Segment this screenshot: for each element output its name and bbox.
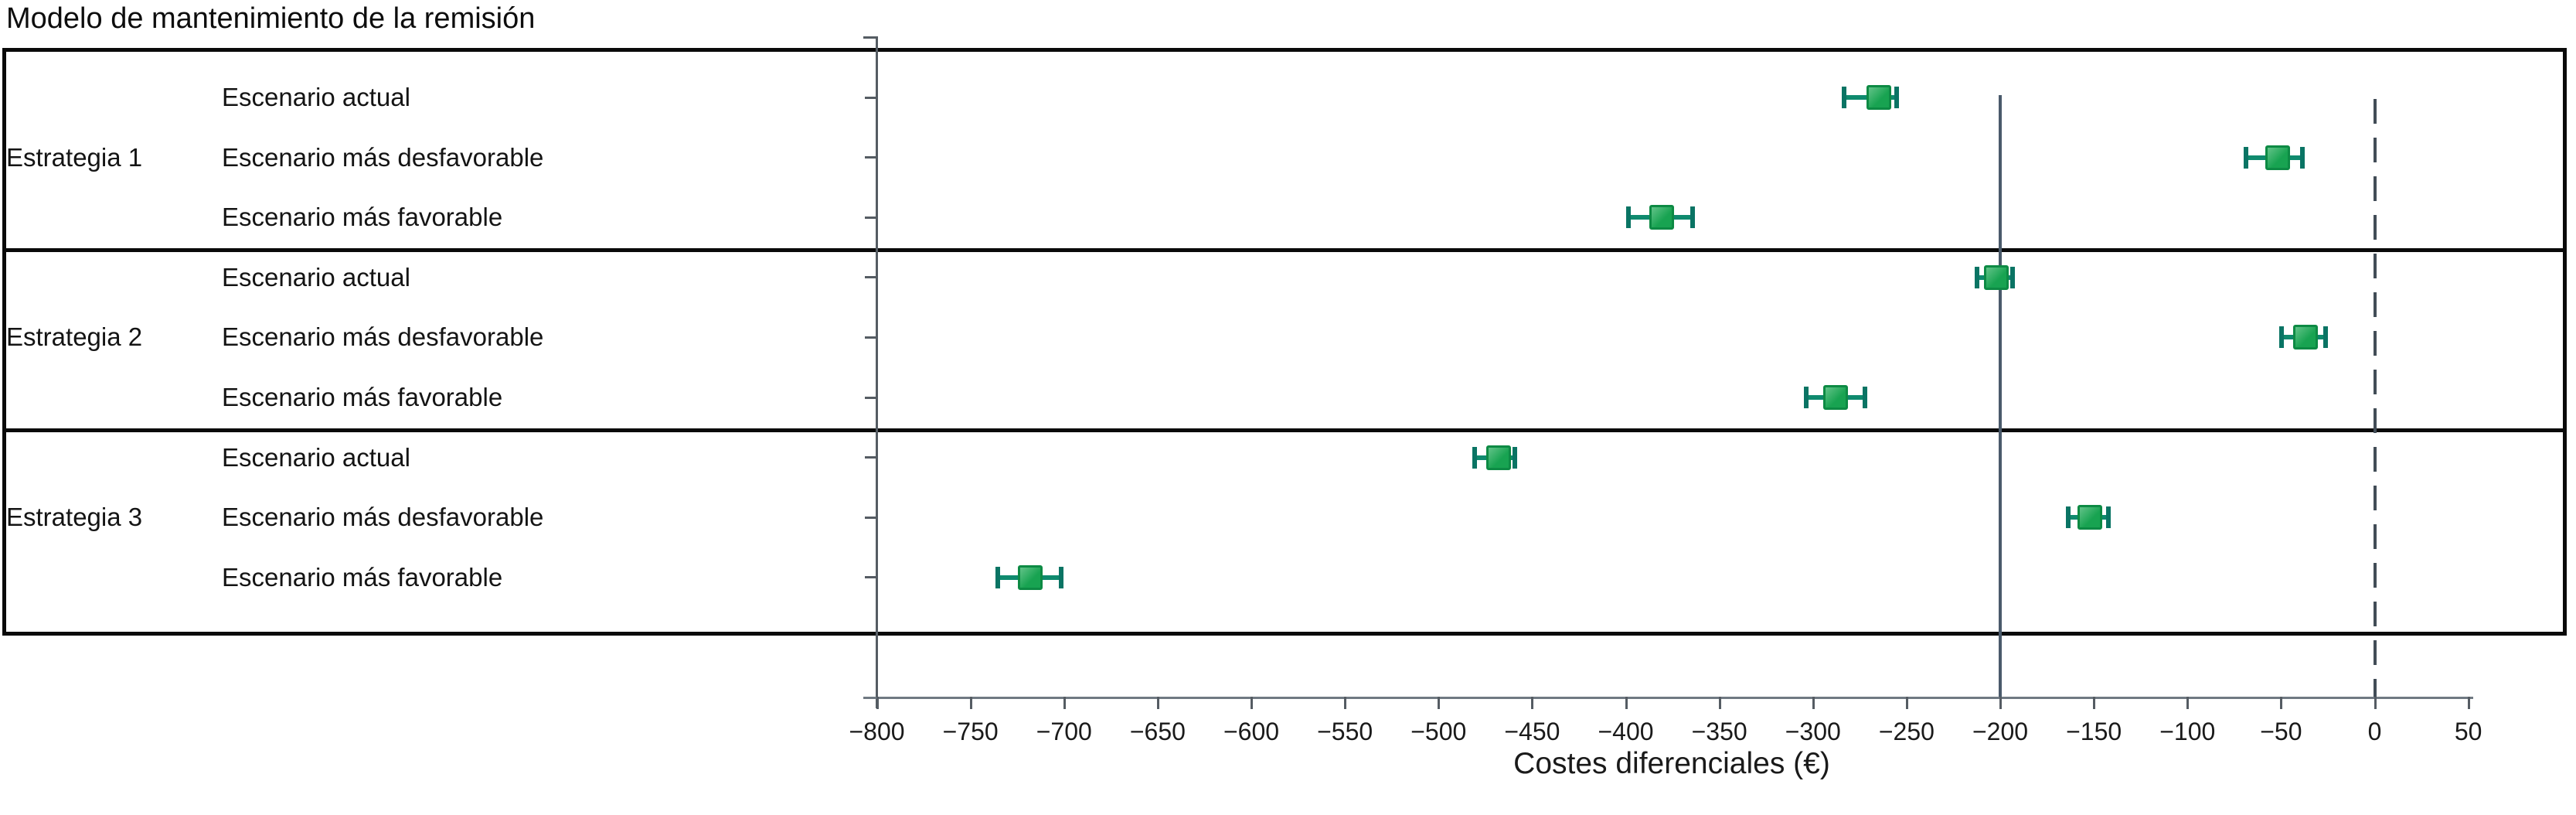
x-axis-tick [2467,697,2470,709]
data-point-marker [1984,264,2009,290]
x-axis-tick-label: −350 [1691,718,1747,745]
row-label: Escenario actual [222,262,410,292]
error-bar-cap [2279,326,2285,349]
x-axis-tick [1438,697,1441,709]
x-axis-tick-label: −750 [942,718,999,745]
error-bar-cap [2244,146,2249,169]
x-axis-tick [2374,697,2377,709]
category-tick [865,576,876,579]
x-axis-tick-label: −100 [2159,718,2216,745]
reference-line-solid [1999,95,2002,697]
row-label: Escenario más desfavorable [222,142,544,172]
category-tick [865,96,876,99]
data-point-marker [1649,205,1674,230]
x-axis-tick-label: −400 [1598,718,1654,745]
x-axis-tick-label: −200 [1972,718,2029,745]
error-bar-cap [2105,506,2111,529]
row-label: Escenario más favorable [222,383,503,411]
x-axis-line [863,697,2473,699]
error-bar-cap [1059,566,1064,588]
x-axis-tick [1251,697,1253,709]
x-axis-tick [1812,697,1815,709]
error-bar-cap [1974,266,1979,288]
category-tick [865,216,876,219]
x-axis-tick-label: −300 [1785,718,1841,745]
error-bar-cap [1894,87,1899,108]
row-label: Escenario más favorable [222,562,503,592]
category-tick [865,276,876,279]
category-tick [865,516,876,519]
x-axis-tick-label: −450 [1504,718,1560,745]
data-point-marker [2292,325,2318,350]
data-point-marker [1866,85,1891,110]
error-bar-cap [2300,146,2305,169]
row-label: Escenario más desfavorable [222,503,544,532]
x-axis-tick-label: −50 [2260,718,2302,745]
x-axis-tick [1531,697,1534,709]
x-axis-tick [1905,697,1908,709]
error-bar-cap [1690,206,1695,229]
error-bar-cap [1862,387,1867,408]
x-axis-tick [1625,697,1628,709]
y-axis-end-cap [863,36,876,39]
error-bar-cap [1472,446,1478,469]
row-label: Escenario más desfavorable [222,322,544,352]
x-axis-tick [1999,697,2002,709]
category-tick [865,336,876,339]
x-axis-title: Costes diferenciales (€) [1513,747,1830,780]
x-axis-tick [969,697,972,709]
x-axis-tick-label: −500 [1411,718,1467,745]
group-label: Estrategia 1 [6,142,143,172]
x-axis-tick [1344,697,1347,709]
zero-line-dashed [2373,99,2377,697]
x-axis-tick [1063,697,1066,709]
x-axis-tick-label: −600 [1223,718,1280,745]
group-label: Estrategia 2 [6,322,143,352]
x-axis-tick [1718,697,1721,709]
x-axis-tick-label: −150 [2066,718,2122,745]
x-axis-tick [2093,697,2096,709]
error-bar-cap [2009,266,2015,288]
error-bar-cap [1841,87,1846,108]
data-point-marker [1485,445,1511,470]
x-axis-tick-label: 0 [2367,718,2382,745]
x-axis-tick-label: 50 [2454,718,2482,745]
chart-title: Modelo de mantenimiento de la remisión [6,2,536,35]
x-axis-tick-label: −550 [1317,718,1373,745]
x-axis-tick-label: −800 [849,718,905,745]
data-point-marker [2077,505,2103,530]
category-tick [865,456,876,459]
category-tick [865,156,876,159]
error-bar-cap [1512,446,1517,469]
error-bar-cap [2066,506,2071,529]
row-label: Escenario actual [222,83,410,111]
section-divider [2,248,2567,252]
plot-frame [2,48,2567,636]
x-axis-tick [2186,697,2190,709]
x-axis-tick-label: −250 [1878,718,1935,745]
error-bar-cap [995,566,1000,588]
error-bar-cap [1625,206,1631,229]
data-point-marker [1018,564,1043,590]
section-divider [2,428,2567,432]
x-axis-tick-label: −700 [1036,718,1092,745]
row-label: Escenario actual [222,442,410,472]
category-tick [865,396,876,399]
error-bar-cap [1804,387,1809,408]
data-point-marker [1822,385,1848,410]
x-axis-tick [2280,697,2283,709]
x-axis-tick [1156,697,1159,709]
x-axis-tick [876,697,879,709]
data-point-marker [2265,145,2290,170]
x-axis-tick-label: −650 [1129,718,1186,745]
row-label: Escenario más favorable [222,203,503,232]
y-axis-line [876,36,878,708]
group-label: Estrategia 3 [6,503,143,532]
error-bar-cap [2322,326,2328,349]
